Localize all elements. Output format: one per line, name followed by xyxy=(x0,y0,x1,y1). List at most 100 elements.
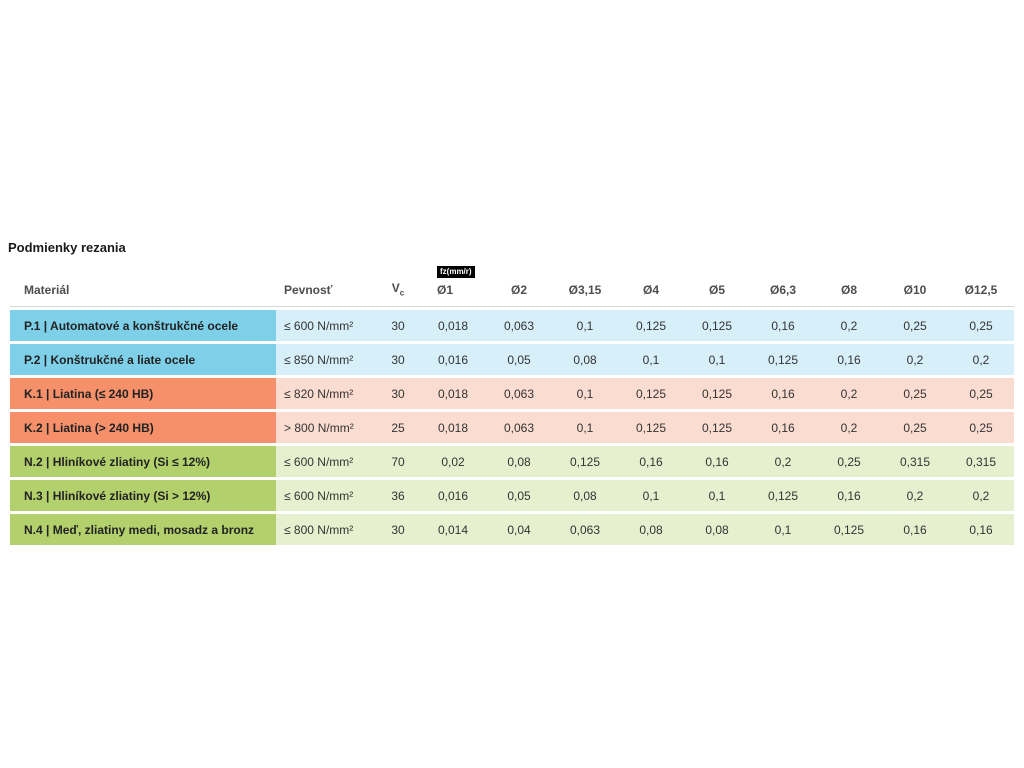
material-cell: N.4 | Meď, zliatiny medi, mosadz a bronz xyxy=(10,514,276,546)
feed-value-cell: 0,125 xyxy=(750,344,816,376)
feed-value-cell: 0,25 xyxy=(948,412,1014,444)
feed-value-cell: 0,1 xyxy=(552,412,618,444)
feed-value-cell: 0,1 xyxy=(684,480,750,512)
feed-value-cell: 0,315 xyxy=(882,446,948,478)
strength-cell: ≤ 600 N/mm² xyxy=(276,480,376,512)
table-row: N.4 | Meď, zliatiny medi, mosadz a bronz… xyxy=(10,514,1014,546)
header-material: Materiál xyxy=(10,265,276,308)
page-title: Podmienky rezania xyxy=(8,240,126,255)
header-vc-main: V xyxy=(391,281,400,295)
header-diameter-1: fz(mm/r) Ø1 xyxy=(420,265,486,308)
table-row: P.2 | Konštrukčné a liate ocele ≤ 850 N/m… xyxy=(10,344,1014,376)
strength-cell: > 800 N/mm² xyxy=(276,412,376,444)
feed-value-cell: 0,2 xyxy=(816,378,882,410)
feed-value-cell: 0,08 xyxy=(552,480,618,512)
feed-value-cell: 0,16 xyxy=(882,514,948,546)
feed-value-cell: 0,2 xyxy=(816,412,882,444)
feed-value-cell: 0,063 xyxy=(486,412,552,444)
feed-value-cell: 0,125 xyxy=(618,412,684,444)
feed-value-cell: 0,125 xyxy=(618,310,684,342)
feed-value-cell: 0,315 xyxy=(948,446,1014,478)
material-cell: P.2 | Konštrukčné a liate ocele xyxy=(10,344,276,376)
table-row: N.3 | Hliníkové zliatiny (Si > 12%) ≤ 600… xyxy=(10,480,1014,512)
header-vc-sub: c xyxy=(399,288,405,298)
feed-value-cell: 0,2 xyxy=(882,344,948,376)
header-diameter-10: Ø10 xyxy=(882,265,948,308)
feed-value-cell: 0,16 xyxy=(750,412,816,444)
vc-cell: 25 xyxy=(376,412,420,444)
header-diameter-4: Ø4 xyxy=(618,265,684,308)
feed-value-cell: 0,16 xyxy=(750,310,816,342)
feed-value-cell: 0,063 xyxy=(552,514,618,546)
header-strength: Pevnosť xyxy=(276,265,376,308)
material-cell: K.2 | Liatina (> 240 HB) xyxy=(10,412,276,444)
feed-value-cell: 0,25 xyxy=(882,412,948,444)
strength-cell: ≤ 800 N/mm² xyxy=(276,514,376,546)
cutting-conditions-table: Materiál Pevnosť Vc fz(mm/r) Ø1 Ø2 Ø3,15… xyxy=(10,262,1014,548)
material-cell: N.3 | Hliníkové zliatiny (Si > 12%) xyxy=(10,480,276,512)
strength-cell: ≤ 600 N/mm² xyxy=(276,310,376,342)
feed-value-cell: 0,2 xyxy=(948,344,1014,376)
table-row: K.1 | Liatina (≤ 240 HB) ≤ 820 N/mm² 30 0,0… xyxy=(10,378,1014,410)
feed-value-cell: 0,1 xyxy=(750,514,816,546)
feed-value-cell: 0,25 xyxy=(816,446,882,478)
header-diameter-6-3: Ø6,3 xyxy=(750,265,816,308)
header-row: Materiál Pevnosť Vc fz(mm/r) Ø1 Ø2 Ø3,15… xyxy=(10,265,1014,308)
feed-value-cell: 0,125 xyxy=(618,378,684,410)
feed-value-cell: 0,16 xyxy=(816,344,882,376)
feed-value-cell: 0,125 xyxy=(816,514,882,546)
header-vc: Vc xyxy=(376,265,420,308)
feed-value-cell: 0,125 xyxy=(750,480,816,512)
feed-value-cell: 0,25 xyxy=(948,310,1014,342)
vc-cell: 30 xyxy=(376,344,420,376)
vc-cell: 30 xyxy=(376,378,420,410)
table-header: Materiál Pevnosť Vc fz(mm/r) Ø1 Ø2 Ø3,15… xyxy=(10,265,1014,308)
feed-value-cell: 0,063 xyxy=(486,310,552,342)
feed-value-cell: 0,2 xyxy=(882,480,948,512)
strength-cell: ≤ 850 N/mm² xyxy=(276,344,376,376)
feed-value-cell: 0,16 xyxy=(750,378,816,410)
feed-value-cell: 0,16 xyxy=(948,514,1014,546)
feed-value-cell: 0,08 xyxy=(486,446,552,478)
feed-value-cell: 0,016 xyxy=(420,344,486,376)
vc-cell: 30 xyxy=(376,310,420,342)
feed-value-cell: 0,16 xyxy=(816,480,882,512)
feed-value-cell: 0,05 xyxy=(486,344,552,376)
feed-value-cell: 0,08 xyxy=(618,514,684,546)
header-diameter-5: Ø5 xyxy=(684,265,750,308)
feed-value-cell: 0,014 xyxy=(420,514,486,546)
feed-value-cell: 0,2 xyxy=(948,480,1014,512)
strength-cell: ≤ 600 N/mm² xyxy=(276,446,376,478)
feed-value-cell: 0,018 xyxy=(420,310,486,342)
feed-value-cell: 0,1 xyxy=(684,344,750,376)
table-row: K.2 | Liatina (> 240 HB) > 800 N/mm² 25 0,0… xyxy=(10,412,1014,444)
strength-cell: ≤ 820 N/mm² xyxy=(276,378,376,410)
feed-value-cell: 0,1 xyxy=(618,480,684,512)
header-diameter-8: Ø8 xyxy=(816,265,882,308)
feed-value-cell: 0,16 xyxy=(618,446,684,478)
table-row: N.2 | Hliníkové zliatiny (Si ≤ 12%) ≤ 600… xyxy=(10,446,1014,478)
header-diameter-12-5: Ø12,5 xyxy=(948,265,1014,308)
material-cell: N.2 | Hliníkové zliatiny (Si ≤ 12%) xyxy=(10,446,276,478)
feed-value-cell: 0,08 xyxy=(684,514,750,546)
feed-value-cell: 0,018 xyxy=(420,378,486,410)
vc-cell: 36 xyxy=(376,480,420,512)
table-body: P.1 | Automatové a konštrukčné ocele ≤ 60… xyxy=(10,310,1014,546)
feed-value-cell: 0,25 xyxy=(882,310,948,342)
feed-value-cell: 0,16 xyxy=(684,446,750,478)
material-cell: P.1 | Automatové a konštrukčné ocele xyxy=(10,310,276,342)
feed-value-cell: 0,2 xyxy=(750,446,816,478)
feed-value-cell: 0,02 xyxy=(420,446,486,478)
feed-value-cell: 0,05 xyxy=(486,480,552,512)
feed-value-cell: 0,125 xyxy=(552,446,618,478)
header-diameter-1-label: Ø1 xyxy=(437,283,454,298)
header-diameter-3-15: Ø3,15 xyxy=(552,265,618,308)
fz-unit-badge: fz(mm/r) xyxy=(437,266,475,278)
feed-value-cell: 0,125 xyxy=(684,378,750,410)
feed-value-cell: 0,04 xyxy=(486,514,552,546)
feed-value-cell: 0,125 xyxy=(684,310,750,342)
feed-value-cell: 0,2 xyxy=(816,310,882,342)
feed-value-cell: 0,016 xyxy=(420,480,486,512)
feed-value-cell: 0,018 xyxy=(420,412,486,444)
